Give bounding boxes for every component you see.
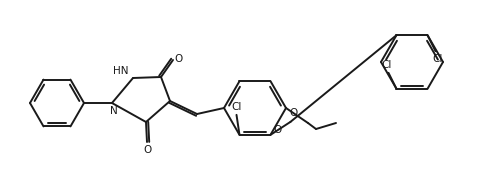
Text: Cl: Cl (231, 102, 241, 112)
Text: O: O (290, 108, 298, 118)
Text: Cl: Cl (381, 60, 392, 70)
Text: HN: HN (114, 66, 129, 76)
Text: O: O (144, 145, 152, 155)
Text: Cl: Cl (432, 54, 443, 64)
Text: O: O (273, 125, 282, 135)
Text: N: N (110, 106, 118, 116)
Text: O: O (175, 54, 183, 64)
